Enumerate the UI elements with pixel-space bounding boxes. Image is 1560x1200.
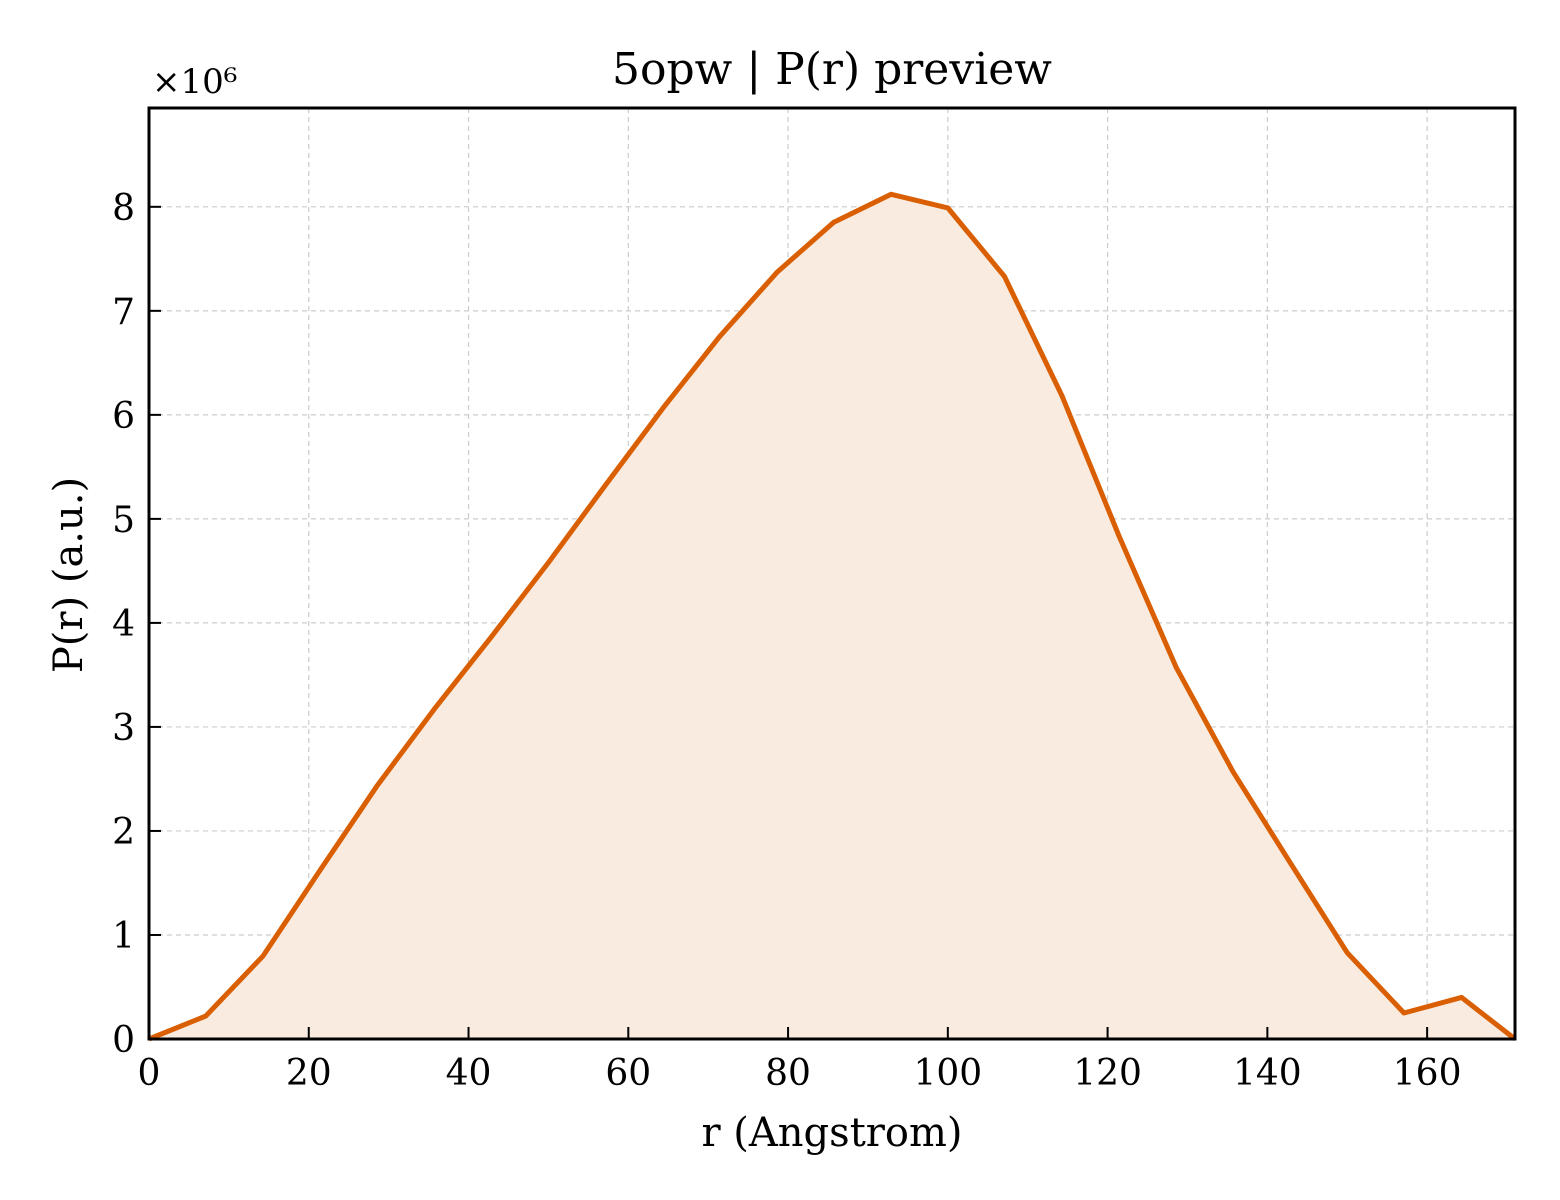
y-axis-label: P(r) (a.u.)	[46, 477, 92, 673]
x-tick-label: 80	[765, 1053, 811, 1094]
x-tick-label: 100	[913, 1053, 982, 1094]
plot-frame	[147, 106, 1517, 1041]
series-line	[148, 191, 1517, 1042]
x-tick-label: 40	[446, 1053, 492, 1094]
x-tick-label: 60	[605, 1053, 651, 1094]
y-tick-label: 7	[112, 292, 135, 333]
x-tick-label: 160	[1393, 1053, 1462, 1094]
x-tick-label: 120	[1073, 1053, 1142, 1094]
series-area-fill	[149, 194, 1515, 1040]
y-tick-label: 4	[112, 604, 135, 645]
y-tick-label: 6	[112, 396, 135, 437]
y-tick-label: 0	[112, 1020, 135, 1061]
x-tick-label: 140	[1233, 1053, 1302, 1094]
chart-title: 5opw | P(r) preview	[612, 44, 1052, 95]
x-tick-label: 20	[286, 1053, 332, 1094]
y-tick-label: 3	[112, 708, 135, 749]
y-tick-label: 2	[112, 812, 135, 853]
y-tick-label: 1	[112, 916, 135, 957]
y-tick-label: 5	[112, 500, 135, 541]
x-axis-label: r (Angstrom)	[701, 1110, 962, 1156]
ticks: 0 20 40 60 80 100 120 140 160 0 1 2 3 4 5 6 7 8	[112, 188, 1461, 1094]
y-tick-label: 8	[112, 188, 135, 229]
x-tick-label: 0	[138, 1053, 161, 1094]
y-axis-offset-label: ×10⁶	[152, 62, 237, 102]
